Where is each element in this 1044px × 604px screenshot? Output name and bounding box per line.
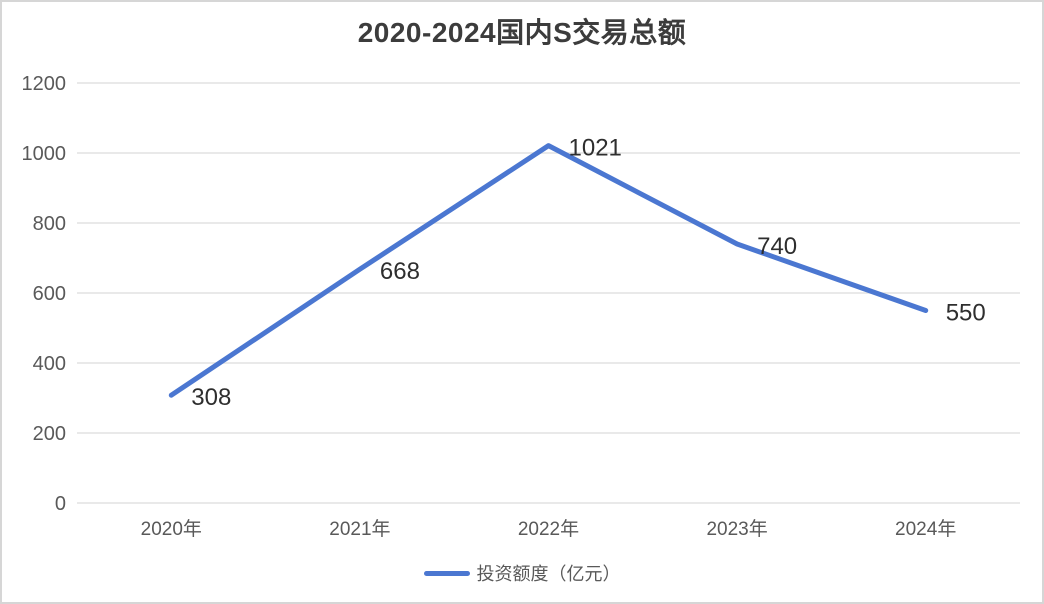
data-point-label: 668 — [380, 258, 420, 285]
x-axis-tick-label: 2021年 — [329, 518, 390, 540]
y-axis-tick-label: 0 — [55, 493, 66, 515]
y-axis-tick-label: 800 — [33, 213, 66, 235]
data-point-label: 1021 — [569, 135, 622, 162]
x-axis-tick-label: 2020年 — [141, 518, 202, 540]
x-axis-tick-label: 2022年 — [518, 518, 579, 540]
chart-title: 2020-2024国内S交易总额 — [357, 17, 687, 48]
data-point-label: 550 — [946, 300, 986, 327]
y-axis-tick-label: 400 — [33, 353, 66, 375]
y-axis-tick-label: 200 — [33, 423, 66, 445]
data-line — [168, 143, 929, 398]
y-axis-tick-label: 1000 — [22, 143, 67, 165]
y-axis-tick-label: 1200 — [22, 73, 67, 95]
x-axis-tick-label: 2023年 — [706, 518, 767, 540]
data-point-label: 740 — [757, 233, 797, 260]
legend-line-swatch — [423, 570, 470, 576]
y-axis-tick-label: 600 — [33, 283, 66, 305]
x-axis-tick-label: 2024年 — [895, 518, 956, 540]
legend-label: 投资额度（亿元） — [476, 564, 621, 584]
data-point-label: 308 — [191, 384, 231, 411]
legend: 投资额度（亿元） — [2, 561, 1042, 585]
